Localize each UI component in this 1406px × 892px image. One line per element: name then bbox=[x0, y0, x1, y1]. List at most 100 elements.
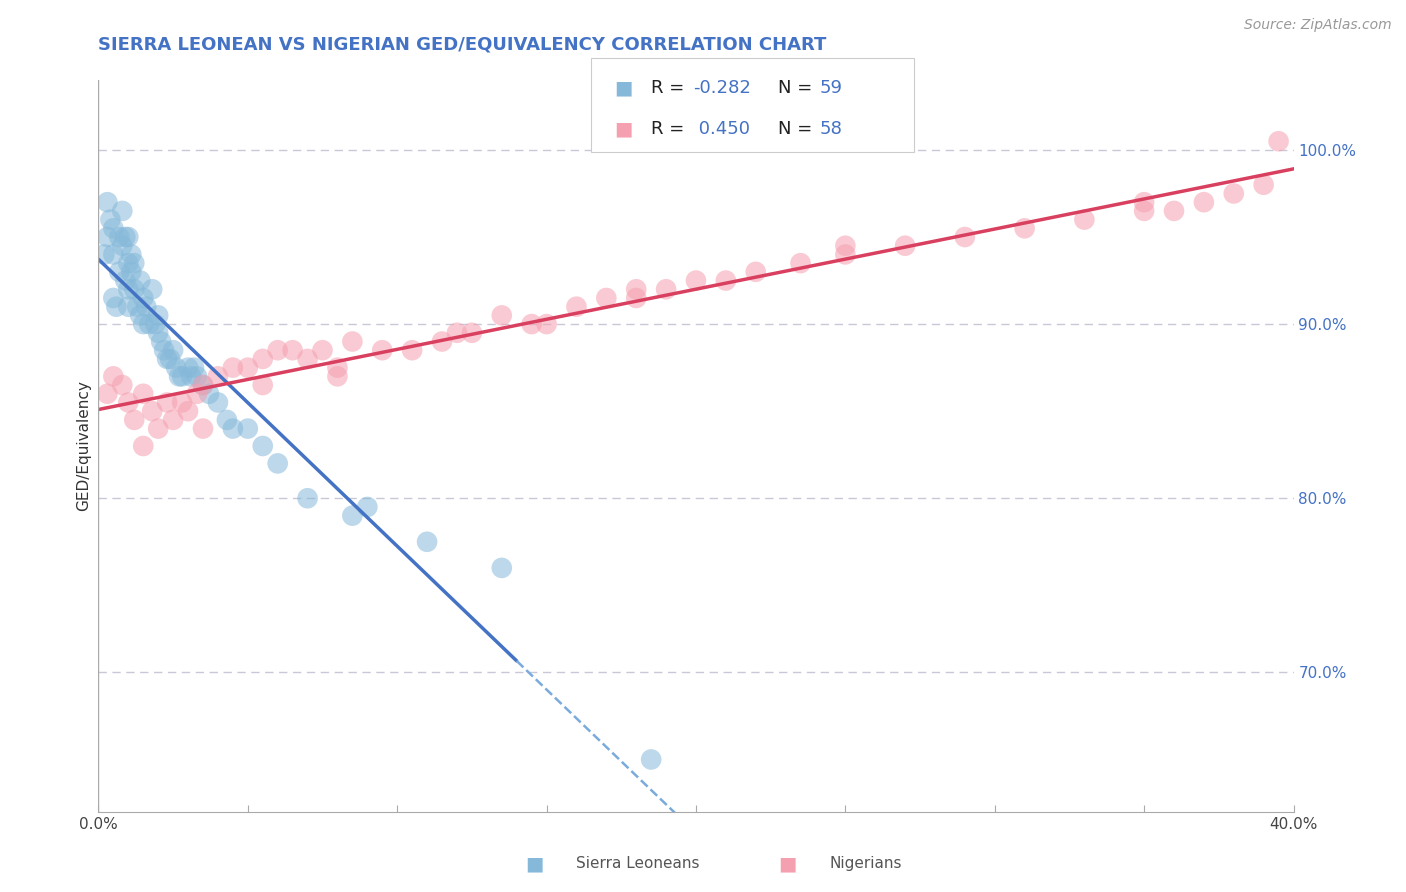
Point bbox=[132, 386, 155, 401]
Point bbox=[595, 291, 617, 305]
Point bbox=[186, 386, 208, 401]
Point bbox=[114, 274, 136, 288]
Point bbox=[132, 317, 155, 331]
Text: ■: ■ bbox=[524, 854, 544, 873]
Point bbox=[177, 404, 200, 418]
Point bbox=[148, 421, 170, 435]
Point bbox=[103, 247, 125, 261]
Point bbox=[191, 378, 214, 392]
Point bbox=[215, 413, 238, 427]
Point bbox=[108, 230, 131, 244]
Point bbox=[132, 291, 155, 305]
Point bbox=[430, 334, 453, 349]
Point bbox=[491, 561, 513, 575]
Point bbox=[1192, 195, 1215, 210]
Point bbox=[186, 369, 208, 384]
Point bbox=[117, 395, 139, 409]
Point bbox=[153, 343, 176, 358]
Point bbox=[198, 386, 221, 401]
Point bbox=[172, 395, 194, 409]
Text: Source: ZipAtlas.com: Source: ZipAtlas.com bbox=[1244, 18, 1392, 32]
Point bbox=[834, 247, 856, 261]
Point bbox=[401, 343, 423, 358]
Point bbox=[326, 360, 349, 375]
Point bbox=[267, 457, 290, 471]
Point bbox=[267, 343, 290, 358]
Point bbox=[177, 360, 200, 375]
Point bbox=[1133, 203, 1156, 218]
Point bbox=[111, 378, 134, 392]
Point bbox=[120, 265, 142, 279]
Point bbox=[129, 309, 152, 323]
Point bbox=[626, 282, 648, 296]
Point bbox=[416, 534, 439, 549]
Point bbox=[446, 326, 468, 340]
Point bbox=[159, 351, 181, 366]
Point bbox=[714, 274, 737, 288]
Point bbox=[536, 317, 558, 331]
Point bbox=[520, 317, 543, 331]
Point bbox=[117, 282, 139, 296]
Point bbox=[117, 300, 139, 314]
Point bbox=[148, 309, 170, 323]
Text: Nigerians: Nigerians bbox=[830, 856, 903, 871]
Point bbox=[236, 421, 259, 435]
Point bbox=[180, 369, 202, 384]
Point bbox=[1133, 195, 1156, 210]
Point bbox=[117, 256, 139, 270]
Point bbox=[222, 421, 245, 435]
Point bbox=[236, 360, 259, 375]
Point bbox=[191, 421, 214, 435]
Point bbox=[1014, 221, 1036, 235]
Point bbox=[96, 195, 118, 210]
Point bbox=[297, 351, 319, 366]
Point bbox=[98, 212, 122, 227]
Point bbox=[167, 369, 190, 384]
Point bbox=[114, 230, 136, 244]
Point bbox=[96, 386, 118, 401]
Point bbox=[222, 360, 245, 375]
Text: N =: N = bbox=[778, 120, 817, 137]
Point bbox=[834, 238, 856, 252]
Point bbox=[252, 351, 274, 366]
Point bbox=[111, 238, 134, 252]
Point bbox=[207, 395, 229, 409]
Point bbox=[191, 378, 214, 392]
Point bbox=[297, 491, 319, 506]
Point bbox=[342, 508, 364, 523]
Point bbox=[491, 309, 513, 323]
Point bbox=[156, 351, 179, 366]
Point bbox=[183, 360, 205, 375]
Point bbox=[103, 221, 125, 235]
Y-axis label: GED/Equivalency: GED/Equivalency bbox=[76, 381, 91, 511]
Point bbox=[252, 378, 274, 392]
Point bbox=[129, 274, 152, 288]
Point bbox=[156, 395, 179, 409]
Point bbox=[96, 230, 118, 244]
Point bbox=[281, 343, 304, 358]
Point bbox=[162, 343, 184, 358]
Point bbox=[117, 230, 139, 244]
Point bbox=[120, 247, 142, 261]
Point bbox=[93, 247, 115, 261]
Point bbox=[165, 360, 187, 375]
Point bbox=[1253, 178, 1275, 192]
Point bbox=[141, 282, 163, 296]
Point bbox=[138, 317, 160, 331]
Point bbox=[135, 300, 157, 314]
Point bbox=[108, 265, 131, 279]
Text: ■: ■ bbox=[614, 119, 633, 138]
Point bbox=[745, 265, 768, 279]
Point bbox=[461, 326, 484, 340]
Point bbox=[565, 300, 588, 314]
Point bbox=[150, 334, 173, 349]
Point bbox=[1163, 203, 1185, 218]
Point bbox=[105, 300, 128, 314]
Point bbox=[311, 343, 333, 358]
Text: R =: R = bbox=[651, 78, 690, 97]
Text: SIERRA LEONEAN VS NIGERIAN GED/EQUIVALENCY CORRELATION CHART: SIERRA LEONEAN VS NIGERIAN GED/EQUIVALEN… bbox=[98, 36, 827, 54]
Point bbox=[326, 369, 349, 384]
Text: -0.282: -0.282 bbox=[693, 78, 751, 97]
Text: 58: 58 bbox=[820, 120, 842, 137]
Point bbox=[207, 369, 229, 384]
